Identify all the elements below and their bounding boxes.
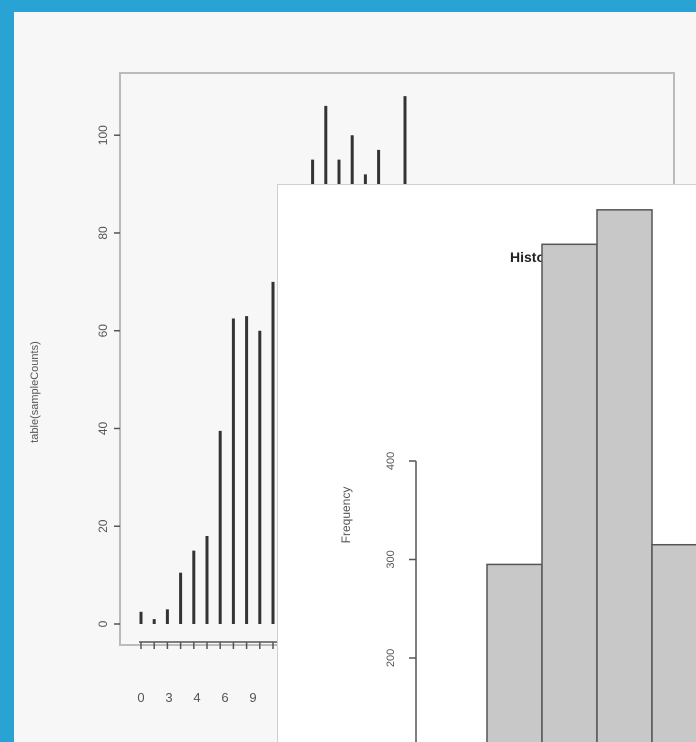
x-tick-label: 4	[193, 690, 200, 705]
y-tick-label: 60	[96, 324, 110, 338]
x-tick-label: 3	[165, 690, 172, 705]
y-tick-label: 20	[96, 519, 110, 533]
y-tick-label: 80	[96, 226, 110, 240]
spike-plot-y-axis: 0 20 40 60 80 100	[96, 125, 120, 627]
histogram-ylabel: Frequency	[339, 487, 353, 544]
y-tick-label: 100	[96, 125, 110, 145]
histogram-bar	[486, 563, 543, 742]
x-tick-label: 6	[221, 690, 228, 705]
x-tick-label: 0	[137, 690, 144, 705]
histogram-bar	[651, 543, 696, 742]
histogram-y-axis: 100200300400	[385, 452, 417, 742]
histogram-bars	[486, 209, 696, 742]
histogram-bar	[541, 243, 598, 742]
spike-plot-ylabel: table(sampleCounts)	[29, 341, 41, 443]
histogram-window: Histogram of samp 100200300400 Frequency	[278, 185, 696, 742]
spike-plot-x-axis: 0 3 4 6 9	[137, 641, 294, 705]
histogram-y-tick-label: 200	[385, 649, 397, 667]
histogram-plot: Histogram of samp 100200300400 Frequency	[339, 209, 696, 742]
histogram-y-tick-label: 300	[385, 550, 397, 568]
y-tick-label: 0	[96, 620, 110, 627]
histogram-y-tick-label: 400	[385, 452, 397, 470]
y-tick-label: 40	[96, 421, 110, 435]
histogram-bar	[596, 209, 653, 742]
x-tick-label: 9	[249, 690, 256, 705]
